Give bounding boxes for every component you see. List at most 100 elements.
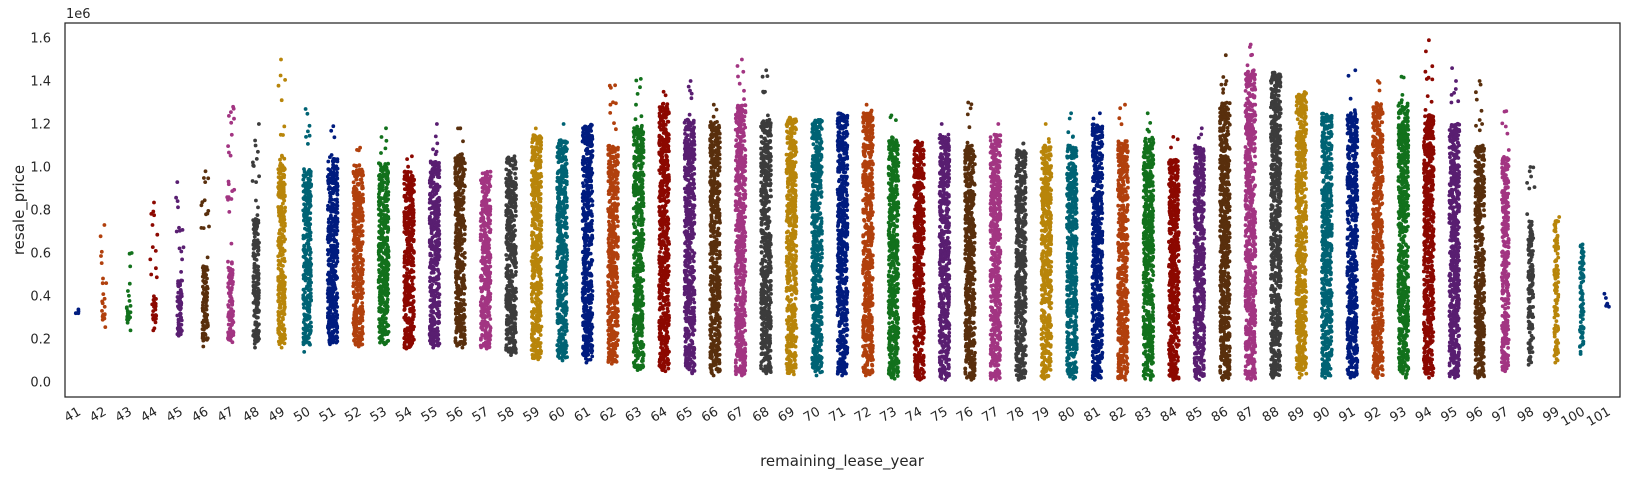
data-point — [385, 193, 389, 197]
data-point — [103, 325, 107, 329]
data-point — [335, 211, 339, 215]
strip-41 — [74, 308, 81, 316]
data-point — [437, 296, 441, 300]
data-point — [302, 244, 306, 248]
data-point — [309, 295, 313, 299]
data-point — [336, 204, 340, 208]
data-point — [462, 277, 466, 281]
data-point — [538, 146, 542, 150]
data-point — [204, 212, 208, 216]
data-point — [463, 225, 467, 229]
data-point — [463, 342, 467, 346]
data-point — [431, 278, 435, 282]
data-point — [383, 180, 387, 184]
data-point — [306, 248, 310, 252]
data-point — [386, 330, 390, 334]
strip-60 — [555, 122, 569, 362]
data-point — [277, 279, 281, 283]
data-point — [385, 219, 389, 223]
data-point — [304, 325, 308, 329]
data-point — [126, 289, 130, 293]
data-point — [253, 346, 257, 350]
data-point — [436, 287, 440, 291]
data-point — [277, 285, 281, 289]
data-point — [507, 209, 511, 213]
data-point — [254, 315, 258, 319]
data-point — [436, 187, 440, 191]
strip-56 — [453, 126, 467, 349]
data-point — [276, 239, 280, 243]
data-point — [462, 332, 466, 336]
data-point — [279, 162, 283, 166]
data-point — [149, 212, 153, 216]
data-point — [435, 173, 439, 177]
data-point — [328, 239, 332, 243]
data-point — [412, 229, 416, 233]
data-point — [202, 332, 206, 336]
data-point — [227, 210, 231, 214]
data-point — [436, 169, 440, 173]
data-point — [384, 147, 388, 151]
data-point — [334, 173, 338, 177]
data-point — [277, 232, 281, 236]
data-point — [326, 208, 330, 212]
data-point — [434, 135, 438, 139]
data-point — [334, 341, 338, 345]
data-point — [127, 317, 131, 321]
data-point — [533, 216, 537, 220]
data-point — [255, 327, 259, 331]
data-point — [486, 177, 490, 181]
data-point — [488, 184, 492, 188]
data-point — [330, 245, 334, 249]
data-point — [327, 185, 331, 189]
data-point — [99, 234, 103, 238]
data-point — [101, 318, 105, 322]
data-point — [487, 337, 491, 341]
data-point — [127, 294, 131, 298]
data-point — [302, 265, 306, 269]
data-point — [304, 191, 308, 195]
data-point — [488, 258, 492, 262]
data-point — [353, 207, 357, 211]
data-point — [455, 304, 459, 308]
data-point — [403, 279, 407, 283]
data-point — [488, 275, 492, 279]
data-point — [380, 169, 384, 173]
data-point — [277, 296, 281, 300]
data-point — [361, 281, 365, 285]
data-point — [277, 275, 281, 279]
data-point — [458, 192, 462, 196]
data-point — [380, 262, 384, 266]
data-point — [488, 213, 492, 217]
data-point — [403, 217, 407, 221]
data-point — [431, 341, 435, 345]
data-point — [405, 199, 409, 203]
data-point — [201, 345, 205, 349]
data-point — [539, 279, 543, 283]
data-point — [479, 235, 483, 239]
data-point — [405, 178, 409, 182]
data-point — [281, 336, 285, 340]
data-point — [278, 299, 282, 303]
data-point — [154, 321, 158, 325]
data-point — [506, 218, 510, 222]
data-point — [462, 273, 466, 277]
data-point — [514, 186, 518, 190]
data-point — [433, 245, 437, 249]
data-point — [101, 313, 105, 317]
data-point — [327, 263, 331, 267]
data-point — [307, 288, 311, 292]
data-point — [103, 223, 107, 227]
data-point — [459, 185, 463, 189]
data-point — [384, 289, 388, 293]
data-point — [512, 205, 516, 209]
data-point — [304, 181, 308, 185]
data-point — [283, 206, 287, 210]
data-point — [330, 274, 334, 278]
data-point — [326, 160, 330, 164]
data-point — [333, 198, 337, 202]
data-point — [360, 312, 364, 316]
data-point — [282, 166, 286, 170]
data-point — [508, 183, 512, 187]
data-point — [282, 125, 286, 129]
